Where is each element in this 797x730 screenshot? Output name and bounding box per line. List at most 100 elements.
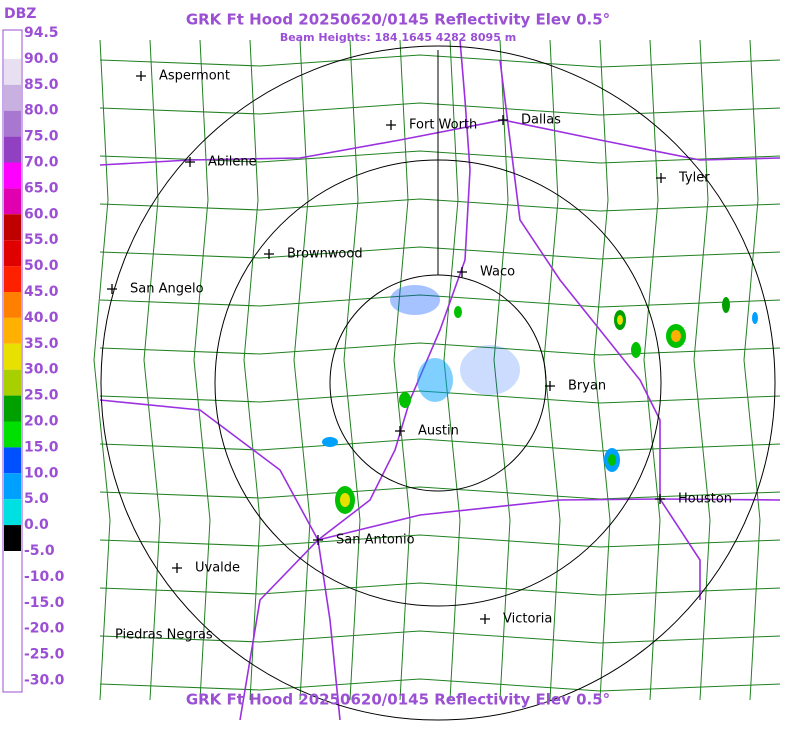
city-label: Abilene [208,155,257,170]
city-label: Fort Worth [409,118,477,133]
county-line [693,39,711,701]
legend-label: 65.0 [24,180,59,196]
county-line [143,39,161,701]
legend-swatch [4,292,21,318]
city-label: Austin [418,424,459,439]
city-marker [480,614,490,624]
legend-label: 94.5 [24,25,59,41]
legend-swatch [4,525,21,551]
legend-label: 35.0 [24,336,59,352]
county-line [93,39,111,701]
legend-label: 20.0 [24,414,59,430]
cities: Aspermont Fort Worth Dallas Abilene Tyler Bro… [107,69,732,643]
legend-label: 25.0 [24,388,59,404]
city-label: San Angelo [130,282,204,297]
county-line [99,534,781,548]
city-marker [457,267,467,277]
legend-swatch [4,84,21,111]
legend-label: 85.0 [24,77,59,93]
legend-frame [2,29,23,693]
city-marker [185,157,195,167]
city-label: Aspermont [159,69,230,84]
legend-swatch [4,395,21,422]
county-line [393,39,411,701]
color-legend: 94.5 90.0 85.0 80.0 75.0 70.0 65.0 60.0 55.0 50.0… [2,25,65,693]
city-marker [395,426,405,436]
legend-label: 90.0 [24,51,59,67]
legend-swatch [4,214,21,241]
footer-title: GRK Ft Hood 20250620/0145 Reflectivity E… [186,691,610,709]
city-marker [498,115,508,125]
city-label: Piedras Negras [115,628,213,643]
legend-swatch [4,162,21,189]
legend-label: -20.0 [24,621,65,637]
county-line [99,342,781,356]
subtitle: Beam Heights: 184 1645 4282 8095 m [280,31,516,44]
city-label: Dallas [521,113,561,128]
county-line [193,39,211,701]
legend-swatch [4,110,21,137]
legend-label: 55.0 [24,232,59,248]
legend-swatch [4,421,21,448]
legend-label: 75.0 [24,129,59,145]
legend-swatch [4,343,21,370]
county-line [99,630,781,644]
legend-label: 40.0 [24,310,59,326]
legend-label: -5.0 [24,543,55,559]
city-label: Houston [678,492,732,507]
city-marker [655,494,665,504]
city-label: Tyler [678,171,710,186]
legend-label: -25.0 [24,647,65,663]
county-line [743,39,761,701]
echoes [322,285,758,514]
city-marker [656,173,666,183]
county-line [99,678,781,692]
county-line [493,39,511,701]
legend-swatch [4,33,21,59]
legend-swatch [4,499,21,526]
legend-unit: DBZ [4,6,36,22]
legend-swatch [4,654,21,681]
city-marker [545,381,555,391]
legend-label: 5.0 [24,491,49,507]
legend-label: 10.0 [24,465,59,481]
range-rings [100,45,776,721]
legend-label: 0.0 [24,517,49,533]
legend-swatch [4,58,21,85]
legend-swatch [4,551,21,577]
county-line [99,198,781,212]
county-line [99,102,781,116]
legend-swatch [4,240,21,267]
legend-swatch [4,473,21,500]
legend-label: 80.0 [24,103,59,119]
city-marker [313,535,323,545]
city-marker [107,284,117,294]
city-marker [136,71,146,81]
legend-swatch [4,188,21,215]
county-line [343,39,361,701]
legend-label: 70.0 [24,155,59,171]
legend-swatch [4,369,21,396]
county-line [593,39,611,701]
legend-swatch [4,266,21,292]
city-label: San Antonio [336,533,415,548]
city-marker [264,249,274,259]
title: GRK Ft Hood 20250620/0145 Reflectivity E… [186,11,610,29]
city-label: Bryan [568,379,606,394]
county-line [293,39,311,701]
legend-swatch [4,317,21,344]
legend-swatch [4,136,21,163]
city-label: Brownwood [287,247,363,262]
city-marker [386,120,396,130]
legend-label: 50.0 [24,258,59,274]
legend-swatch [4,576,21,603]
county-line [99,246,781,260]
legend-label: 60.0 [24,206,59,222]
city-label: Victoria [503,612,552,627]
city-label: Waco [480,265,515,280]
legend-swatch [4,602,21,629]
legend-label: -15.0 [24,595,65,611]
city-marker [172,563,182,573]
